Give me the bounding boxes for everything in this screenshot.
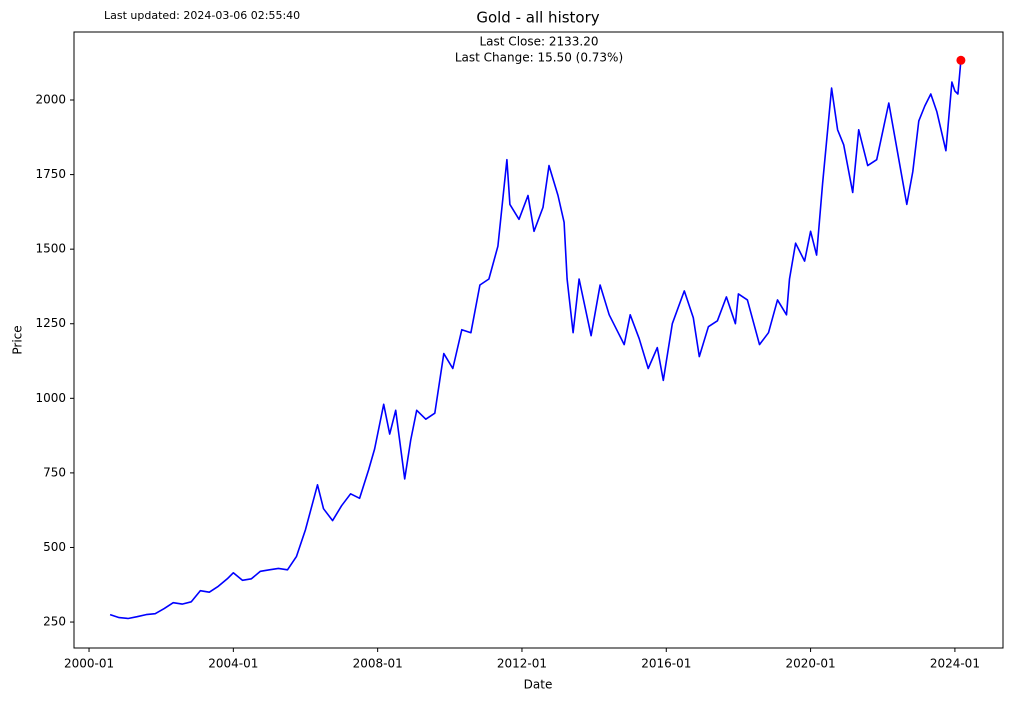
y-tick-label: 1750 [35,167,66,181]
chart-title: Gold - all history [476,9,599,27]
price-line [109,60,962,620]
y-tick-label: 250 [43,615,66,629]
y-tick-label: 1500 [35,242,66,256]
x-tick-label: 2000-01 [64,657,114,671]
x-tick-label: 2012-01 [497,657,547,671]
plot-frame [73,31,1004,649]
y-tick-label: 750 [43,465,66,479]
last-updated: Last updated: 2024-03-06 02:55:40 [104,9,300,22]
x-axis-label: Date [524,678,553,692]
y-axis-label: Price [11,325,25,354]
annotation: Last Change: 15.50 (0.73%) [455,51,623,65]
x-tick-label: 2024-01 [930,657,980,671]
last-close-marker [956,55,966,65]
x-tick-label: 2020-01 [786,657,836,671]
x-tick-label: 2016-01 [641,657,691,671]
y-tick-label: 1250 [35,316,66,330]
y-tick-label: 1000 [35,391,66,405]
y-tick-label: 500 [43,540,66,554]
x-tick-label: 2008-01 [353,657,403,671]
x-tick-label: 2004-01 [208,657,258,671]
annotation: Last Close: 2133.20 [480,35,599,49]
y-tick-label: 2000 [35,93,66,107]
